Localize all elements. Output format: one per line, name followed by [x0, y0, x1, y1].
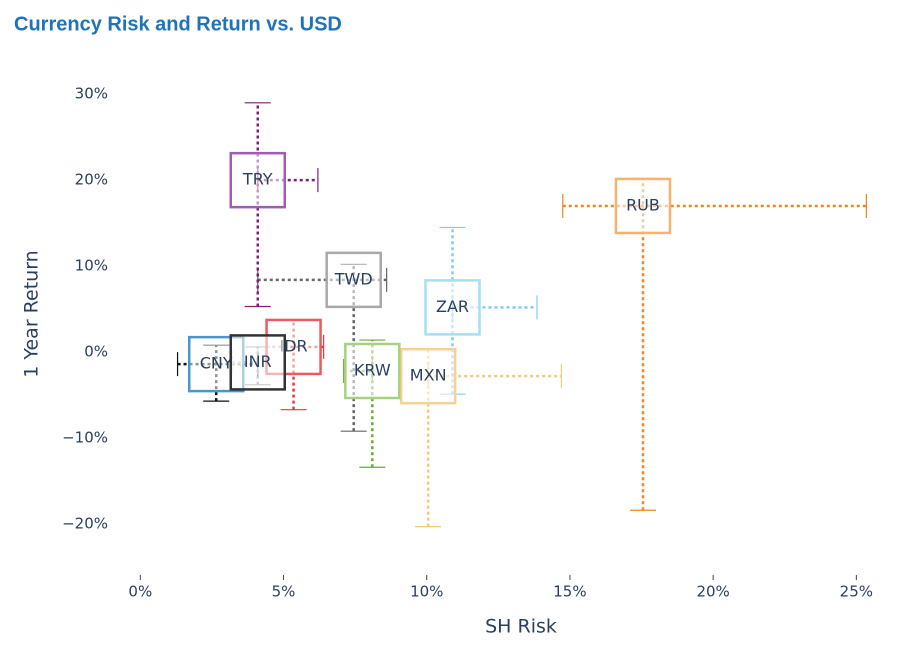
chart-title: Currency Risk and Return vs. USD: [14, 13, 342, 35]
y-error-cap: [359, 339, 386, 468]
y-error-cap: [244, 102, 271, 308]
point-label: IDR: [279, 336, 307, 355]
point-box: [325, 251, 382, 309]
y-tick-label: 10%: [75, 257, 108, 275]
y-tick-label: 20%: [75, 171, 108, 189]
y-tick-label: −20%: [62, 515, 108, 533]
y-tick-label: 30%: [75, 85, 108, 103]
point-label: ZAR: [436, 297, 469, 316]
x-tick-label: 20%: [696, 583, 729, 601]
y-axis-label: 1 Year Return: [21, 250, 43, 377]
point-label: MXN: [410, 366, 447, 385]
point-box: [399, 347, 457, 405]
point-label: RUB: [626, 195, 660, 214]
y-tick-label: −10%: [62, 429, 108, 447]
x-tick-label: 15%: [553, 583, 586, 601]
x-tick-label: 10%: [410, 583, 443, 601]
point-box: [424, 279, 481, 336]
point-box: [229, 151, 287, 209]
x-error-cap: [562, 193, 867, 218]
point-box: [229, 334, 287, 391]
x-tick-label: 0%: [128, 583, 152, 601]
point-box: [614, 177, 672, 235]
x-tick-label: 5%: [272, 583, 296, 601]
x-axis-label: SH Risk: [485, 616, 557, 638]
point-label: TRY: [242, 170, 273, 189]
x-tick-label: 25%: [840, 583, 873, 601]
point-label: TWD: [334, 269, 373, 288]
point-box: [344, 342, 401, 400]
y-tick-label: 0%: [84, 343, 108, 361]
point-label: KRW: [354, 361, 391, 380]
point-label: CNY: [200, 354, 233, 373]
point-label: INR: [244, 352, 272, 371]
